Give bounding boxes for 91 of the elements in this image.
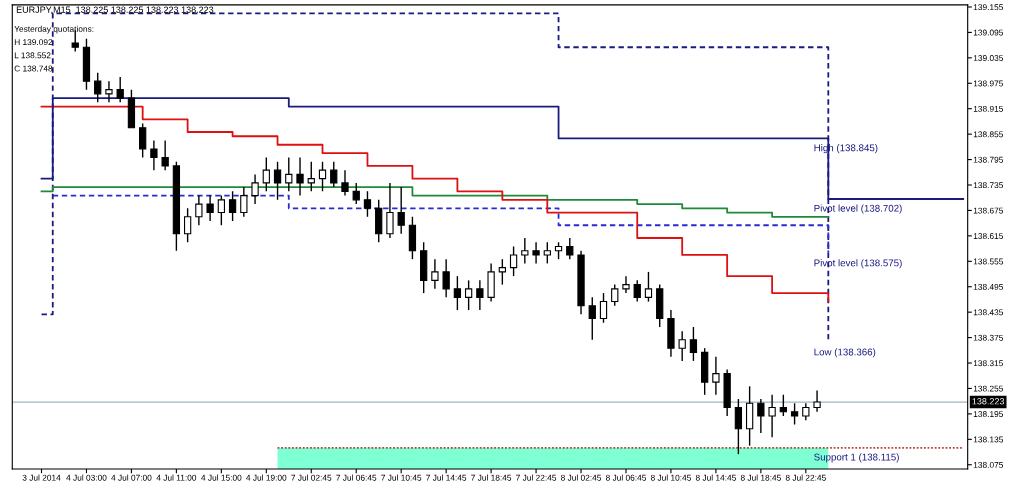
y-tick-label: 138.855 — [973, 131, 1004, 138]
candlestick — [768, 394, 776, 438]
y-tick-label: 138.315 — [973, 360, 1004, 367]
candlestick — [296, 156, 304, 197]
candlestick — [195, 194, 203, 226]
y-tick-label: 138.735 — [973, 182, 1004, 189]
candlestick — [689, 326, 698, 362]
candlestick — [611, 283, 619, 307]
x-tick-label: 4 Jul 11:00 — [156, 474, 197, 481]
candlestick — [273, 160, 282, 201]
candlestick — [622, 275, 630, 294]
candlestick — [116, 76, 124, 104]
candlestick — [161, 139, 169, 171]
candlestick — [476, 279, 484, 311]
x-tick-label: 8 Jul 06:45 — [605, 474, 647, 481]
x-tick-label: 8 Jul 18:45 — [740, 474, 781, 481]
x-tick-label: 8 Jul 10:45 — [650, 474, 691, 481]
candlestick — [521, 237, 529, 265]
candlestick — [712, 355, 720, 396]
candlestick — [633, 279, 641, 303]
candlestick — [790, 402, 799, 426]
x-tick-label: 4 Jul 03:00 — [66, 474, 107, 481]
candlestick — [588, 296, 596, 341]
chart-title: EURJPY,M15 138.225 138.225 138.223 138.223 — [16, 6, 214, 14]
candlestick — [307, 160, 315, 193]
candlestick — [352, 182, 360, 205]
candlestick — [150, 139, 158, 171]
annotation: Low (138.366) — [814, 348, 876, 358]
candlestick — [734, 398, 743, 455]
candlestick — [442, 258, 450, 299]
candlestick — [105, 80, 113, 104]
candlestick — [386, 182, 394, 239]
candlestick — [566, 237, 574, 260]
candlestick — [217, 194, 225, 226]
candlestick — [285, 156, 293, 193]
candlestick — [206, 194, 214, 222]
candlestick — [363, 190, 372, 218]
x-tick-label: 7 Jul 18:45 — [471, 474, 512, 481]
y-tick-label: 138.675 — [973, 207, 1004, 214]
candlestick — [453, 275, 462, 311]
candlestick — [464, 279, 473, 311]
x-tick-label: 7 Jul 14:45 — [426, 474, 467, 481]
x-tick-label: 7 Jul 06:45 — [336, 474, 377, 481]
candlestick — [183, 207, 192, 243]
x-tick-label: 8 Jul 14:45 — [695, 474, 736, 481]
x-tick-label: 4 Jul 15:00 — [201, 474, 242, 481]
ref-line-label: 138.223 — [972, 398, 1005, 405]
x-tick-label: 4 Jul 19:00 — [246, 474, 287, 481]
candlestick — [240, 186, 248, 218]
x-tick-label: 7 Jul 22:45 — [516, 474, 557, 481]
y-tick-label: 138.795 — [973, 156, 1004, 163]
y-tick-label: 138.075 — [973, 461, 1004, 468]
candlestick — [543, 241, 551, 265]
candlestick — [262, 156, 270, 193]
x-tick-label: 3 Jul 2014 — [22, 474, 61, 481]
y-tick-label: 138.255 — [973, 385, 1004, 392]
y-tick-label: 139.095 — [973, 29, 1004, 36]
candlestick — [318, 160, 327, 193]
candlestick — [431, 258, 439, 290]
candlestick — [498, 258, 506, 286]
candlestick — [228, 190, 237, 222]
candlestick — [251, 173, 259, 205]
candlestick — [330, 160, 338, 188]
candlestick — [678, 330, 686, 362]
x-tick-label: 4 Jul 07:00 — [111, 474, 152, 481]
candlestick — [599, 292, 608, 324]
y-tick-label: 138.615 — [973, 233, 1004, 239]
y-tick-label: 138.495 — [973, 283, 1004, 290]
x-tick-label: 8 Jul 22:45 — [785, 474, 826, 481]
candlestick — [341, 169, 349, 197]
candlestick — [813, 389, 821, 413]
x-tick-label: 8 Jul 02:45 — [561, 474, 602, 481]
candlestick — [644, 271, 653, 303]
x-tick-label: 7 Jul 10:45 — [381, 474, 422, 481]
y-tick-label: 138.375 — [973, 334, 1004, 341]
candlestick — [397, 186, 405, 235]
y-tick-label: 138.555 — [973, 258, 1004, 265]
candlestick — [757, 398, 765, 434]
candlestick — [509, 245, 518, 277]
y-tick-label: 138.975 — [973, 80, 1004, 87]
candlestick — [532, 241, 540, 265]
candlestick — [779, 394, 787, 417]
x-tick-label: 7 Jul 02:45 — [291, 474, 332, 481]
y-tick-label: 138.915 — [973, 105, 1004, 112]
y-tick-label: 138.195 — [973, 411, 1004, 417]
y-tick-label: 138.135 — [973, 436, 1004, 443]
candlestick — [94, 71, 102, 104]
y-tick-label: 139.035 — [973, 55, 1004, 61]
y-tick-label: 138.435 — [973, 309, 1004, 316]
y-tick-label: 139.155 — [973, 4, 1004, 11]
candlestick — [139, 122, 147, 159]
